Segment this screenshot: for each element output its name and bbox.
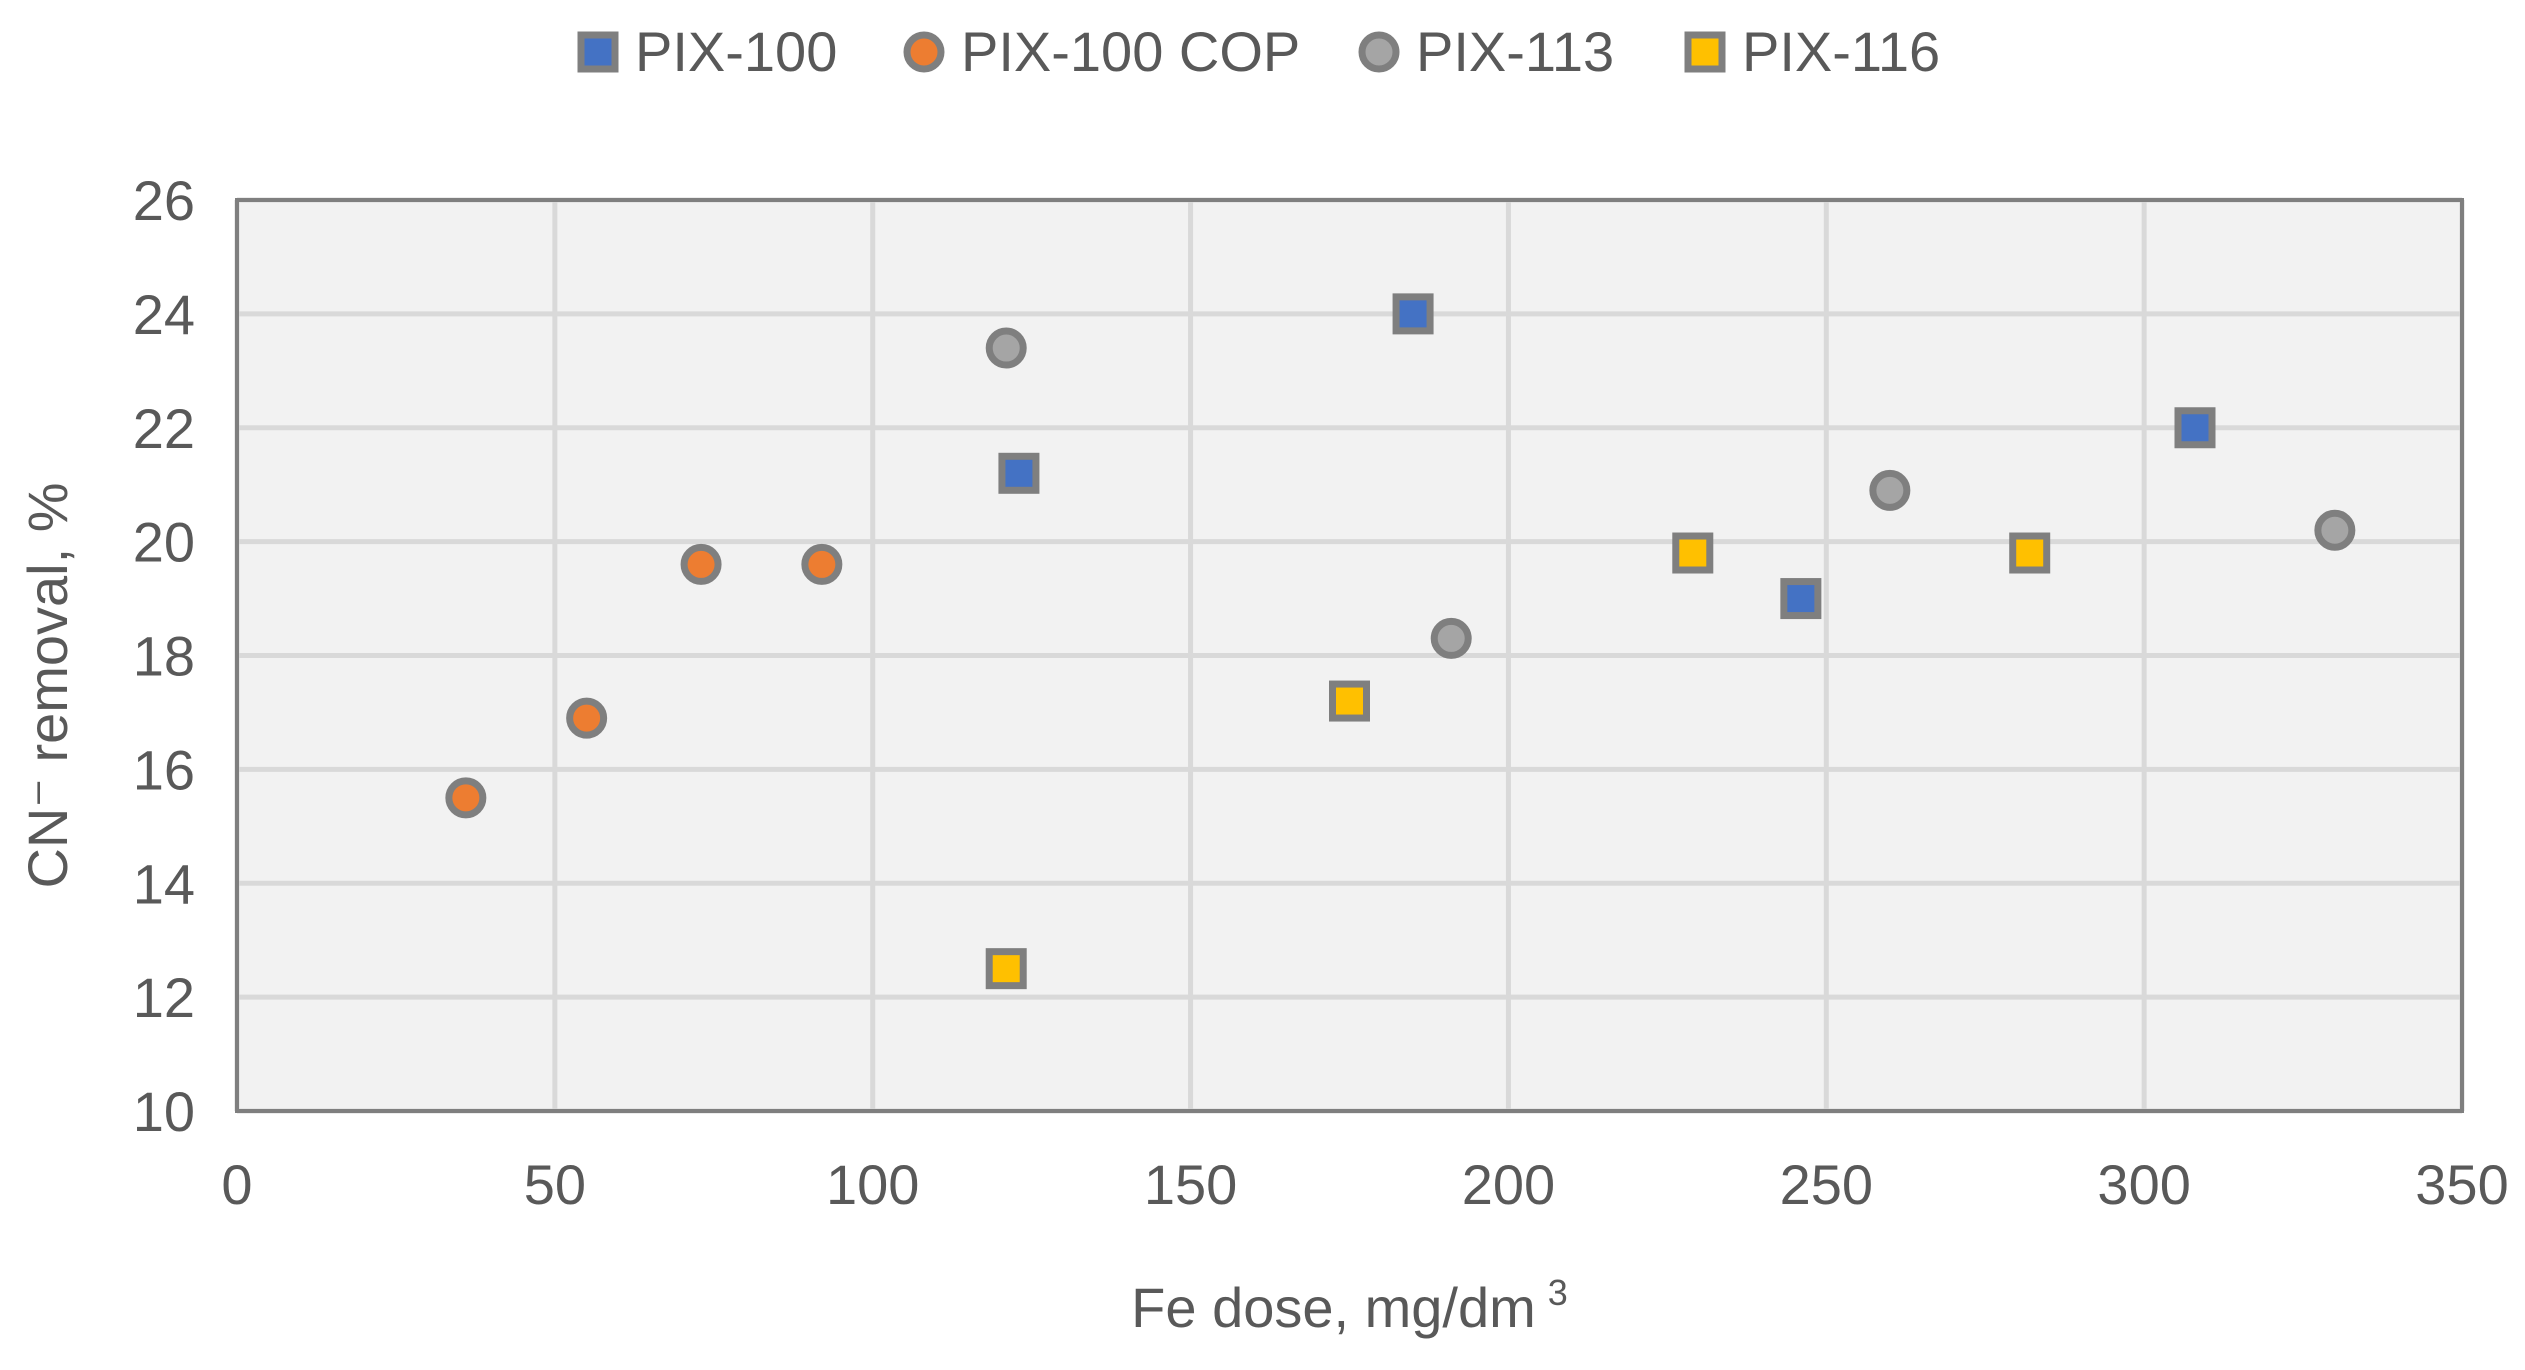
point-pix-100 [2174,407,2216,449]
point-pix-100 [1780,578,1822,620]
legend-marker-pix-100 [577,31,619,73]
x-axis-label-text: Fe dose, mg/dm [1131,1276,1536,1339]
point-pix-116 [1329,680,1370,722]
legend-item-pix-116: PIX-116 [1684,20,1940,83]
plot-border [235,198,2464,1113]
point-pix-100 [1392,293,1434,335]
point-pix-116 [1672,532,1714,574]
point-pix-113 [1869,469,1911,511]
legend-item-pix-113: PIX-113 [1358,20,1614,83]
point-pix-100-cop [801,543,843,585]
legend-item-pix-100: PIX-100 [577,20,837,83]
point-pix-116 [2009,532,2051,574]
legend-label-pix-113: PIX-113 [1416,20,1614,83]
y-tick-label: 14 [133,852,195,915]
x-axis-label-superscript: 3 [1548,1272,1568,1313]
y-tick-label: 20 [133,511,195,574]
point-pix-100-cop [566,697,608,739]
x-tick-label: 100 [826,1153,919,1216]
y-tick-label: 22 [133,397,195,460]
legend-marker-pix-113 [1358,31,1400,73]
point-pix-113 [2314,509,2356,551]
x-tick-label: 300 [2097,1153,2190,1216]
point-pix-100-cop [680,543,722,585]
y-tick-label: 16 [133,738,195,801]
x-tick-label: 350 [2415,1153,2508,1216]
x-axis: 0 50 100 150 200 250 300 350 [221,1153,2508,1216]
y-tick-label: 24 [133,283,195,346]
y-axis: 10 12 14 16 18 20 22 24 26 [133,169,195,1143]
y-axis-label: CN⁻ removal, % [16,482,79,888]
y-tick-label: 18 [133,625,195,688]
point-pix-116 [985,948,1027,990]
legend-label-pix-100-cop: PIX-100 COP [961,20,1300,83]
legend-item-pix-100-cop: PIX-100 COP [903,20,1300,83]
x-axis-label: Fe dose, mg/dm 3 [1131,1272,1568,1339]
legend-marker-pix-100-cop [903,31,945,73]
legend-label-pix-100: PIX-100 [635,20,837,83]
point-pix-100-cop [445,777,487,819]
x-tick-label: 200 [1462,1153,1555,1216]
point-pix-113 [985,327,1027,369]
point-pix-100 [998,452,1040,494]
x-tick-label: 50 [524,1153,586,1216]
x-tick-label: 0 [221,1153,252,1216]
legend-label-pix-116: PIX-116 [1742,20,1940,83]
y-tick-label: 12 [133,966,195,1029]
data-points [445,293,2356,990]
legend-marker-pix-116 [1684,31,1726,73]
y-tick-label: 10 [133,1080,195,1143]
y-tick-label: 26 [133,169,195,232]
legend: PIX-100 PIX-100 COP PIX-113 PIX-116 [577,20,1940,83]
point-pix-113 [1430,617,1472,659]
x-tick-label: 250 [1780,1153,1873,1216]
x-tick-label: 150 [1144,1153,1237,1216]
